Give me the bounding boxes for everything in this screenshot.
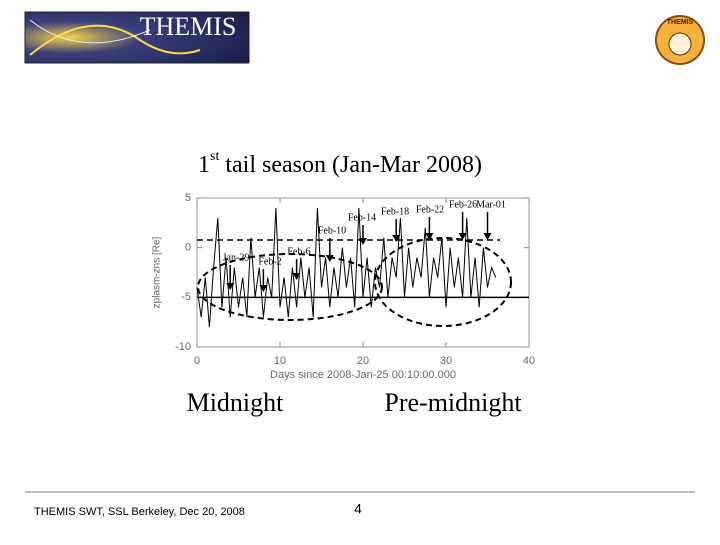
x-axis-label: Days since 2008-Jan-25 00:10:00.000 [270,369,456,381]
annotation-arrowhead [325,255,334,262]
title-number: 1 [198,152,210,178]
annotation-arrowhead [226,283,235,290]
y-tick-label: 5 [185,192,191,204]
region-label: Pre-midnight [384,388,522,417]
badge-figure [668,32,692,56]
annotation-label: Feb-2 [258,256,281,267]
x-tick-label: 20 [357,355,369,367]
y-tick-label: 0 [185,242,191,254]
annotation-label: Feb-6 [287,246,310,257]
annotation-arrowhead [458,233,467,240]
annotation-label: Feb-14 [348,212,376,223]
annotation-label: Feb-18 [381,206,409,217]
logo-text: THEMIS [140,12,237,41]
chart: 0 10 20 30 40 -10 -5 0 5 Days since 2008-Jan-25 0… [152,192,535,381]
x-tick-label: 30 [440,355,452,367]
annotation-label: Jan-29 [223,252,250,263]
logo-swirl [29,24,201,56]
annotation-arrowhead [483,233,492,240]
y-tick-label: -10 [175,341,191,353]
annotation-label: Feb-22 [416,204,444,215]
x-tick-label: 0 [194,355,200,367]
annotation-label: Feb-26 [449,199,477,210]
x-tick-label: 40 [523,355,535,367]
title-rest: tail season (Jan-Mar 2008) [219,152,482,178]
y-axis-label: zplasm-zns [Re] [152,236,163,308]
slide-title: 1st tail season (Jan-Mar 2008) [198,149,482,177]
logo-swirl [29,19,151,44]
footer-text: THEMIS SWT, SSL Berkeley, Dec 20, 2008 [34,506,245,518]
x-tick-label: 10 [274,355,286,367]
annotation-label: Mar-01 [476,199,506,210]
annotation-arrowhead [392,235,401,242]
badge-text: THEMIS [667,19,694,26]
page-number: 4 [354,501,362,517]
title-sup: st [210,149,219,164]
annotation-arrowhead [259,285,268,292]
y-tick-label: -5 [181,291,191,303]
region-ellipse [374,237,512,327]
annotation-label: Feb-10 [318,225,346,236]
data-line [196,207,497,328]
region-label: Midnight [187,388,285,417]
region-ellipse [197,253,383,321]
annotation-arrowhead [359,238,367,245]
annotation-arrowhead [425,233,434,240]
annotation-arrowhead [292,273,301,280]
